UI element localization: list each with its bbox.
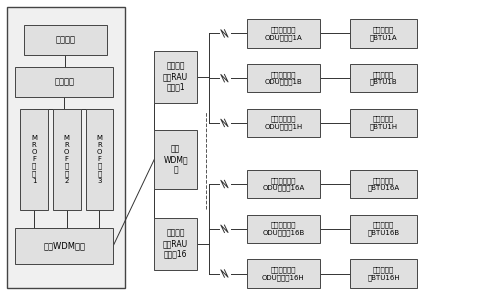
Bar xyxy=(350,64,417,92)
Bar xyxy=(247,170,320,198)
Text: 带宽业务单
元BTU16A: 带宽业务单 元BTU16A xyxy=(367,177,400,191)
Text: M
R
O
F
模
块
2: M R O F 模 块 2 xyxy=(64,135,70,184)
Bar xyxy=(247,109,320,137)
Text: 带宽业务单
元BTU1H: 带宽业务单 元BTU1H xyxy=(369,116,398,130)
Text: 远端天线
单元RAU
及天线16: 远端天线 单元RAU 及天线16 xyxy=(163,229,188,259)
Bar xyxy=(350,109,417,137)
Bar xyxy=(247,19,320,48)
Bar xyxy=(8,7,125,288)
Bar xyxy=(16,67,113,97)
Bar xyxy=(154,51,197,103)
Bar xyxy=(16,228,113,264)
Bar xyxy=(53,109,81,210)
Text: 室外数据单元
ODU及天线1B: 室外数据单元 ODU及天线1B xyxy=(265,71,302,85)
Bar xyxy=(24,25,107,55)
Text: 上联模块: 上联模块 xyxy=(55,36,75,45)
Text: 远端
WDM模
块: 远端 WDM模 块 xyxy=(163,144,188,174)
Text: 带宽业务单
元BTU1A: 带宽业务单 元BTU1A xyxy=(370,26,397,41)
Text: 局端WDM模块: 局端WDM模块 xyxy=(43,241,85,250)
Text: 带宽业务单
元BTU1B: 带宽业务单 元BTU1B xyxy=(370,71,397,85)
Text: 主控模块: 主控模块 xyxy=(54,77,74,86)
Text: 带宽业务单
元BTU16B: 带宽业务单 元BTU16B xyxy=(367,222,400,236)
Bar xyxy=(154,218,197,270)
Bar xyxy=(21,109,48,210)
Text: M
R
O
F
模
块
3: M R O F 模 块 3 xyxy=(96,135,102,184)
Text: 室外数据单元
ODU及天线1H: 室外数据单元 ODU及天线1H xyxy=(264,116,302,130)
Text: 室外数据单元
ODU及天线16A: 室外数据单元 ODU及天线16A xyxy=(262,177,304,191)
Text: 远端天线
单元RAU
及天线1: 远端天线 单元RAU 及天线1 xyxy=(163,62,188,92)
Bar xyxy=(350,170,417,198)
Bar xyxy=(154,130,197,189)
Text: 带宽业务单
元BTU16H: 带宽业务单 元BTU16H xyxy=(367,266,400,281)
Text: 室外数据单元
ODU及天线1A: 室外数据单元 ODU及天线1A xyxy=(265,26,302,41)
Text: M
R
O
F
模
块
1: M R O F 模 块 1 xyxy=(31,135,37,184)
Bar xyxy=(247,64,320,92)
Text: 室外数据单元
ODU及天线16H: 室外数据单元 ODU及天线16H xyxy=(262,266,305,281)
Bar xyxy=(247,215,320,243)
Bar xyxy=(350,259,417,288)
Bar xyxy=(350,19,417,48)
Bar xyxy=(350,215,417,243)
Text: 室外数据单元
ODU及天线16B: 室外数据单元 ODU及天线16B xyxy=(262,222,304,236)
Bar xyxy=(247,259,320,288)
Bar xyxy=(86,109,113,210)
